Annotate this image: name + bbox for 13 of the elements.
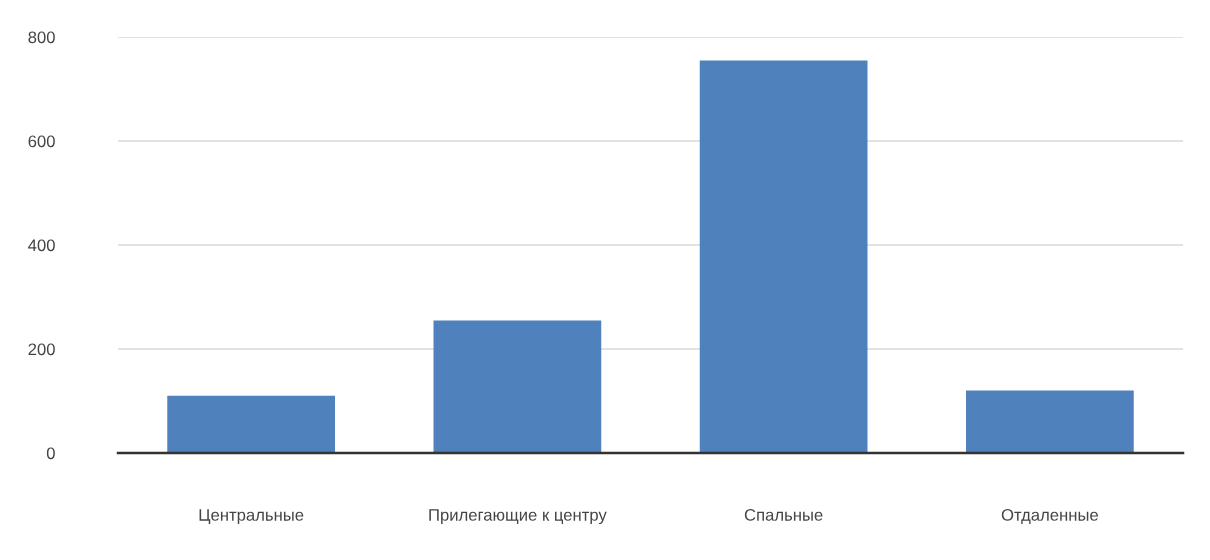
- x-tick-label: Прилегающие к центру: [429, 509, 607, 525]
- y-tick-label: 0: [46, 447, 55, 460]
- y-tick-label: 600: [28, 135, 55, 148]
- bar: [433, 320, 602, 453]
- x-tick-label: Отдаленные: [1001, 509, 1098, 524]
- x-tick-label: Центральные: [199, 509, 304, 525]
- bar: [699, 60, 868, 453]
- y-tick-label: 400: [28, 239, 55, 252]
- bar: [966, 390, 1134, 453]
- x-tick-label: Спальные: [744, 509, 823, 521]
- bar: [167, 395, 335, 453]
- y-tick-label: 800: [28, 31, 55, 44]
- y-tick-label: 200: [28, 343, 55, 356]
